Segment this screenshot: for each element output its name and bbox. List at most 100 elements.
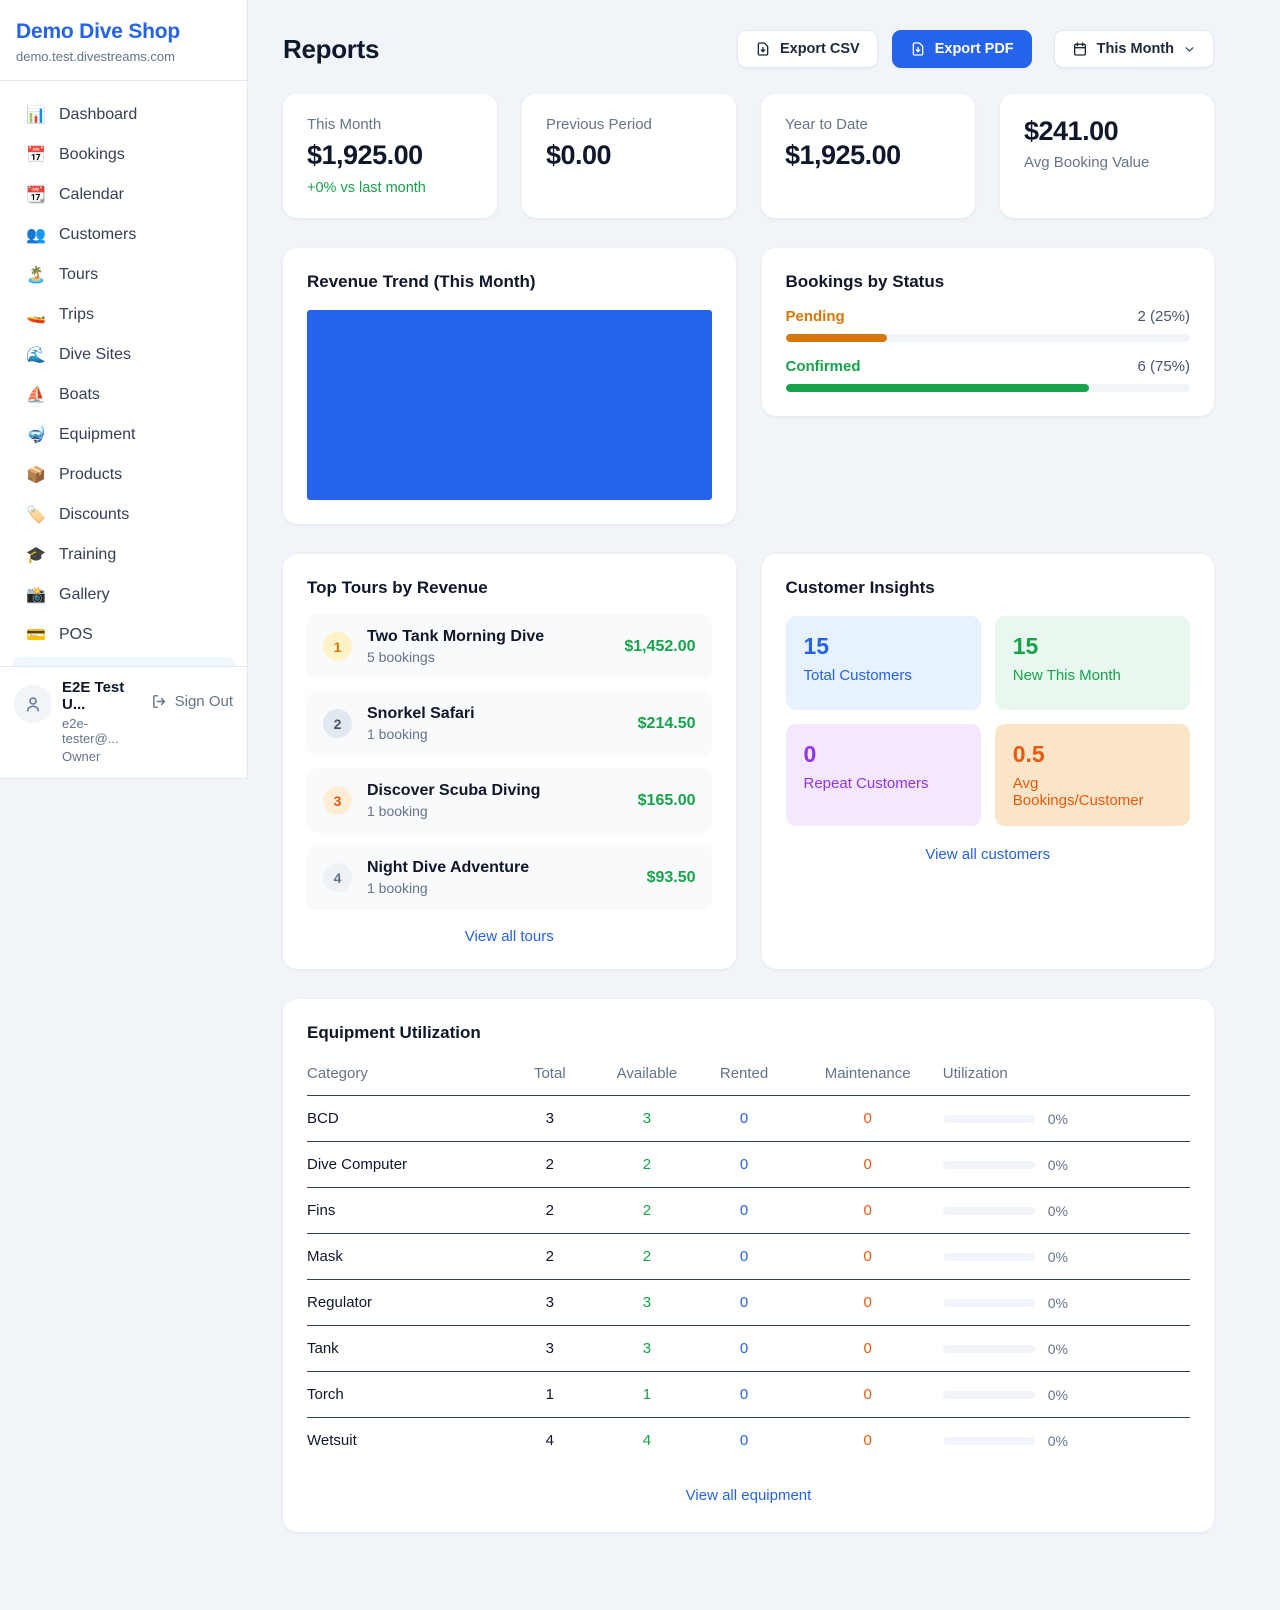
sidebar-item-icon: 📅	[26, 147, 46, 164]
view-all-customers-link[interactable]: View all customers	[925, 846, 1051, 863]
cell-total: 2	[501, 1141, 599, 1188]
stat-label: Avg Booking Value	[1024, 154, 1150, 171]
cell-maintenance: 0	[792, 1279, 943, 1326]
sidebar-item-label: Calendar	[59, 186, 124, 203]
tour-row: 4 Night Dive Adventure 1 booking $93.50	[307, 845, 712, 910]
sidebar-item-icon: 📆	[26, 187, 46, 204]
view-all-equipment-link[interactable]: View all equipment	[685, 1487, 812, 1504]
utilization-percent: 0%	[1047, 1340, 1068, 1357]
bookings-by-status-card: Bookings by Status Pending 2 (25%)	[761, 248, 1214, 416]
sidebar-item[interactable]: 💳 POS	[0, 615, 247, 655]
cell-maintenance: 0	[792, 1095, 943, 1142]
insight-value: 15	[1012, 633, 1039, 659]
col-rented: Rented	[695, 1057, 793, 1096]
utilization-bar	[942, 1344, 1035, 1353]
sidebar-item[interactable]: 🤿 Equipment	[0, 415, 247, 455]
sidebar-item-label: Dashboard	[59, 106, 138, 123]
tour-rank-badge: 1	[323, 632, 352, 661]
sidebar-item[interactable]: 📸 Gallery	[0, 575, 247, 615]
cell-utilization: 0%	[942, 1187, 1190, 1234]
sidebar-item[interactable]: 📅 Bookings	[0, 135, 247, 175]
logout-icon	[152, 695, 165, 708]
cell-category: Dive Computer	[307, 1141, 502, 1188]
tour-name: Snorkel Safari	[367, 705, 475, 722]
status-bar-track	[785, 384, 1190, 392]
sidebar-item-icon: 💳	[26, 627, 46, 644]
brand-domain: demo.test.divestreams.com	[16, 49, 175, 64]
cell-available: 2	[598, 1233, 696, 1280]
status-bar-fill	[785, 334, 887, 342]
file-download-icon	[910, 41, 926, 57]
stat-value: $241.00	[1024, 116, 1119, 146]
utilization-bar	[942, 1436, 1035, 1445]
main-content: Reports Export CSV Export	[283, 0, 1214, 1592]
stats-row: This Month $1,925.00 +0% vs last month P…	[283, 94, 1214, 218]
sidebar-item[interactable]: 📊 Dashboard	[0, 95, 247, 135]
tour-name: Two Tank Morning Dive	[367, 628, 545, 645]
sidebar-item[interactable]: 🏷️ Discounts	[0, 495, 247, 535]
revenue-trend-chart	[307, 310, 712, 500]
sign-out-button[interactable]: Sign Out	[151, 693, 233, 710]
utilization-percent: 0%	[1047, 1202, 1068, 1219]
user-email: e2e-tester@...	[62, 716, 119, 746]
equipment-title: Equipment Utilization	[307, 1023, 481, 1042]
sidebar-item[interactable]: ⛵ Boats	[0, 375, 247, 415]
user-role: Owner	[62, 749, 101, 764]
sidebar-item-label: Trips	[59, 306, 94, 323]
brand-name: Demo Dive Shop	[16, 20, 181, 43]
utilization-bar	[942, 1114, 1035, 1123]
col-category: Category	[307, 1057, 502, 1096]
sidebar-item[interactable]: 🎓 Training	[0, 535, 247, 575]
cell-utilization: 0%	[942, 1141, 1190, 1188]
stat-delta: +0% vs last month	[307, 180, 426, 196]
stat-value: $1,925.00	[785, 140, 901, 170]
cell-maintenance: 0	[792, 1141, 943, 1188]
user-footer: E2E Test U... e2e-tester@... Owner Sign …	[0, 666, 247, 778]
cell-category: Fins	[307, 1187, 502, 1234]
sidebar-item-icon: ⛵	[26, 387, 46, 404]
utilization-bar	[942, 1206, 1035, 1215]
sidebar-item-icon: 🚤	[26, 307, 46, 324]
bookings-by-status-title: Bookings by Status	[785, 272, 945, 291]
view-all-tours-link[interactable]: View all tours	[464, 928, 554, 945]
cell-total: 2	[501, 1187, 599, 1234]
status-label: Confirmed	[785, 358, 861, 375]
sidebar-item-label: Discounts	[59, 506, 130, 523]
sign-out-label: Sign Out	[174, 693, 233, 710]
period-dropdown[interactable]: This Month	[1053, 30, 1214, 68]
sidebar-item[interactable]: 🏝️ Tours	[0, 255, 247, 295]
col-available: Available	[598, 1057, 696, 1096]
stat-card-avg-booking: $241.00 Avg Booking Value	[1000, 94, 1214, 218]
insight-grid: 15 Total Customers 15 New This Month 0 R…	[785, 616, 1190, 826]
tour-row: 2 Snorkel Safari 1 booking $214.50	[307, 691, 712, 756]
customer-insights-card: Customer Insights 15 Total Customers 15 …	[761, 554, 1214, 969]
utilization-percent: 0%	[1047, 1386, 1068, 1403]
sidebar-item-icon: 👥	[26, 227, 46, 244]
sidebar-item[interactable]: 🌊 Dive Sites	[0, 335, 247, 375]
header-actions: Export CSV Export PDF Th	[736, 30, 1214, 68]
cell-maintenance: 0	[792, 1187, 943, 1234]
sidebar-item-label: POS	[59, 626, 93, 643]
sidebar-item-icon: 📊	[26, 107, 46, 124]
sidebar-item[interactable]: 🚤 Trips	[0, 295, 247, 335]
cell-rented: 0	[695, 1233, 793, 1280]
utilization-percent: 0%	[1047, 1432, 1068, 1449]
cell-total: 3	[501, 1279, 599, 1326]
tour-bookings: 1 booking	[367, 803, 428, 819]
export-csv-button[interactable]: Export CSV	[736, 30, 878, 68]
tour-bookings: 1 booking	[367, 726, 428, 742]
sidebar-item[interactable]: 👥 Customers	[0, 215, 247, 255]
export-pdf-button[interactable]: Export PDF	[891, 30, 1032, 68]
utilization-percent: 0%	[1047, 1248, 1068, 1265]
cell-rented: 0	[695, 1141, 793, 1188]
stat-value: $0.00	[546, 140, 612, 170]
sidebar-item[interactable]: 📆 Calendar	[0, 175, 247, 215]
sidebar-item-icon: 📸	[26, 587, 46, 604]
sidebar-item-label: Tours	[59, 266, 99, 283]
sidebar-item[interactable]: 📦 Products	[0, 455, 247, 495]
insight-value: 15	[803, 633, 830, 659]
top-tours-title: Top Tours by Revenue	[307, 578, 488, 597]
status-label: Pending	[785, 308, 845, 325]
cell-rented: 0	[695, 1371, 793, 1418]
status-value: 6 (75%)	[1137, 358, 1190, 375]
